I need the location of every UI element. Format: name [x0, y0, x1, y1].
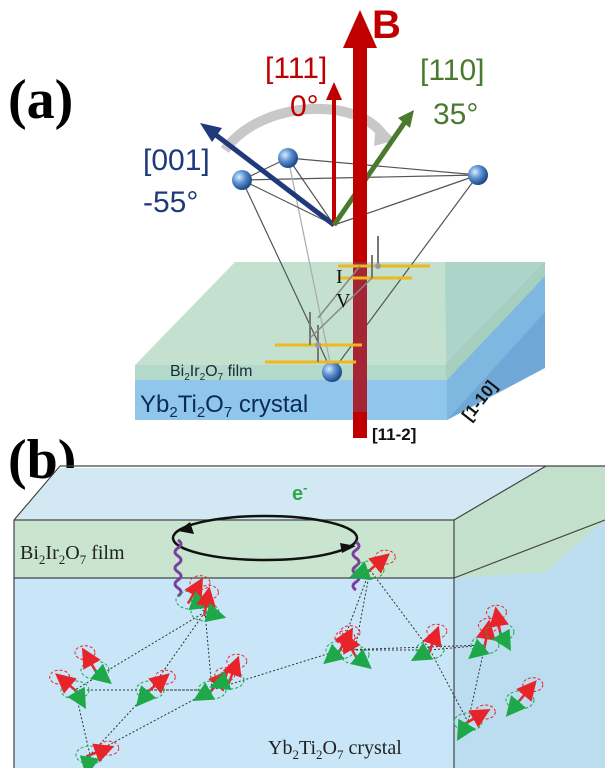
- field-label-b: B: [372, 3, 401, 47]
- slab-a: [135, 262, 545, 420]
- current-label: I: [336, 266, 343, 288]
- spin-arrow-green: [135, 685, 157, 707]
- spin-clusters-b: [49, 549, 544, 768]
- magnon-left: [173, 538, 183, 598]
- spin-arrow-green: [79, 754, 100, 768]
- spin-arrow-green: [505, 695, 527, 717]
- box-b: [13, 465, 605, 768]
- spin-arrow-green: [350, 648, 372, 670]
- crystal-label-a: Yb2Ti2O7 crystal: [140, 391, 308, 421]
- field-arrow-through-slab: [353, 262, 367, 412]
- atom-bottom: [322, 362, 342, 382]
- spin-precession-green: [485, 622, 515, 642]
- spin-arrow-green: [492, 628, 511, 652]
- panel-a-label: (a): [8, 69, 73, 131]
- film-label-a: Bi2Ir2O7 film: [170, 363, 252, 383]
- arrow-110-head: [398, 110, 414, 128]
- voltage-label: V: [336, 290, 351, 312]
- angle-111-label: 0°: [290, 90, 319, 123]
- spin-arrow-green: [209, 671, 232, 691]
- spin-arrow-green: [457, 718, 476, 742]
- dir-110-label: [110]: [420, 54, 485, 87]
- electron-label: e-: [292, 480, 307, 505]
- arrow-001-head: [200, 123, 222, 142]
- dir-111-label: [111]: [265, 52, 327, 85]
- spin-arrow-green: [468, 638, 490, 660]
- spin-arrow-green: [323, 643, 345, 665]
- film-label-b: Bi2Ir2O7 film: [20, 542, 125, 567]
- spin-arrow-green: [204, 602, 227, 623]
- atom-left: [232, 170, 252, 190]
- spin-arrow-green: [192, 682, 216, 702]
- field-arrow-head: [343, 10, 377, 48]
- angle-001-label: -55°: [143, 186, 198, 219]
- film-top-face: [135, 262, 545, 365]
- angle-110-label: 35°: [433, 98, 478, 131]
- contacts-a: [265, 236, 430, 364]
- atom-back: [278, 148, 298, 168]
- crystal-label-b: Yb2Ti2O7 crystal: [268, 737, 402, 762]
- electron-loop-arrow-right: [340, 543, 356, 553]
- spin-arrow-green: [90, 663, 112, 685]
- spin-arrow-green: [349, 561, 372, 581]
- electron-loop: [171, 514, 359, 562]
- electron-loop-arrow-left: [178, 522, 194, 534]
- arrow-110: [331, 120, 408, 227]
- arrow-001: [210, 130, 336, 227]
- dir-001-label: [001]: [143, 144, 210, 177]
- spin-arrow-green: [410, 642, 434, 662]
- atom-right: [468, 165, 488, 185]
- rotation-arc: [220, 103, 390, 154]
- arrow-111-head: [326, 82, 342, 100]
- spin-arrow-green: [67, 686, 86, 710]
- axis-11m2-label: [11-2]: [372, 425, 416, 444]
